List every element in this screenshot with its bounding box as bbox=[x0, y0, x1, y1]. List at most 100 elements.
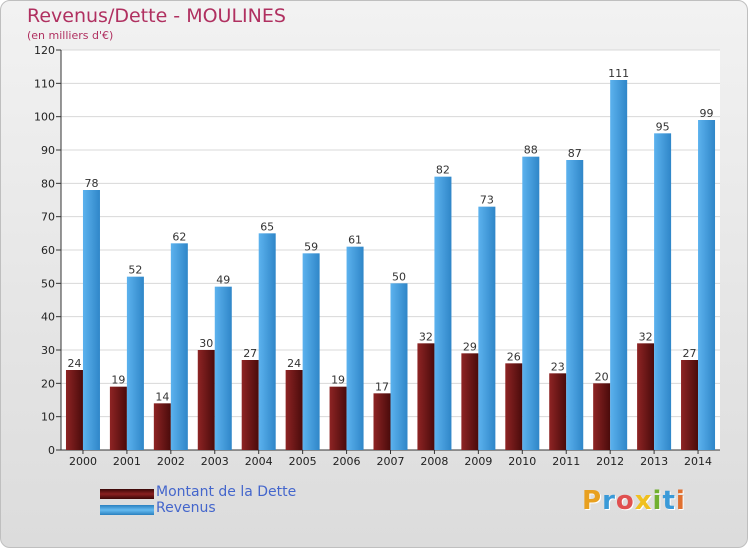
logo-letter: o bbox=[615, 486, 635, 516]
logo-letter: i bbox=[675, 486, 686, 516]
data-label-debt: 26 bbox=[507, 350, 521, 363]
y-tick-label: 60 bbox=[41, 244, 55, 257]
bar-debt bbox=[241, 360, 259, 450]
legend-swatch-revenue bbox=[100, 505, 154, 515]
y-tick-label: 20 bbox=[41, 377, 55, 390]
data-label-revenue: 50 bbox=[392, 270, 406, 283]
bar-revenue bbox=[390, 283, 408, 450]
data-label-revenue: 87 bbox=[568, 147, 582, 160]
bar-debt bbox=[505, 363, 523, 450]
bar-revenue bbox=[258, 233, 276, 450]
y-tick-label: 10 bbox=[41, 411, 55, 424]
y-tick-label: 50 bbox=[41, 277, 55, 290]
data-label-revenue: 88 bbox=[524, 144, 538, 157]
x-tick-label: 2014 bbox=[684, 455, 712, 468]
bar-revenue bbox=[698, 120, 716, 450]
y-tick-label: 90 bbox=[41, 144, 55, 157]
x-tick-label: 2009 bbox=[464, 455, 492, 468]
bar-revenue bbox=[434, 176, 452, 450]
bar-debt bbox=[461, 353, 479, 450]
legend-swatch-debt bbox=[100, 489, 154, 499]
x-tick-label: 2001 bbox=[113, 455, 141, 468]
bar-debt bbox=[109, 386, 127, 450]
legend-label-debt: Montant de la Dette bbox=[156, 484, 297, 500]
data-label-debt: 14 bbox=[155, 390, 169, 403]
x-tick-label: 2002 bbox=[157, 455, 185, 468]
logo-letter: i bbox=[652, 486, 663, 516]
bar-revenue bbox=[170, 243, 188, 450]
data-label-debt: 20 bbox=[595, 370, 609, 383]
bar-debt bbox=[329, 386, 347, 450]
chart-subtitle: (en milliers d'€) bbox=[27, 29, 114, 42]
data-label-revenue: 65 bbox=[260, 220, 274, 233]
y-tick-label: 70 bbox=[41, 211, 55, 224]
data-label-revenue: 82 bbox=[436, 164, 450, 177]
proxiti-logo: Proxiti bbox=[582, 486, 686, 516]
data-label-debt: 27 bbox=[683, 347, 697, 360]
bar-revenue bbox=[126, 276, 144, 450]
data-label-revenue: 99 bbox=[700, 107, 714, 120]
data-label-revenue: 78 bbox=[84, 177, 98, 190]
data-label-revenue: 52 bbox=[128, 264, 142, 277]
chart-title: Revenus/Dette - MOULINES bbox=[27, 5, 286, 27]
data-label-revenue: 111 bbox=[608, 67, 629, 80]
logo-letter: P bbox=[582, 486, 603, 516]
data-label-revenue: 73 bbox=[480, 194, 494, 207]
bar-revenue bbox=[82, 190, 100, 450]
y-tick-label: 0 bbox=[48, 444, 55, 457]
data-label-debt: 32 bbox=[639, 330, 653, 343]
logo-letter: x bbox=[634, 486, 653, 516]
data-label-revenue: 62 bbox=[172, 230, 186, 243]
x-tick-label: 2006 bbox=[333, 455, 361, 468]
y-tick-label: 100 bbox=[34, 111, 55, 124]
y-tick-label: 110 bbox=[34, 77, 55, 90]
x-tick-label: 2007 bbox=[377, 455, 405, 468]
data-label-revenue: 95 bbox=[656, 120, 670, 133]
data-label-revenue: 61 bbox=[348, 234, 362, 247]
bar-revenue bbox=[302, 253, 320, 450]
data-label-debt: 30 bbox=[199, 337, 213, 350]
legend-label-revenue: Revenus bbox=[156, 500, 216, 516]
bar-debt bbox=[637, 343, 655, 450]
data-label-revenue: 49 bbox=[216, 274, 230, 287]
y-tick-label: 80 bbox=[41, 177, 55, 190]
x-tick-label: 2011 bbox=[552, 455, 580, 468]
y-tick-label: 30 bbox=[41, 344, 55, 357]
x-tick-label: 2004 bbox=[245, 455, 273, 468]
x-tick-label: 2013 bbox=[640, 455, 668, 468]
bar-revenue bbox=[566, 160, 584, 450]
bar-debt bbox=[417, 343, 435, 450]
data-label-revenue: 59 bbox=[304, 240, 318, 253]
bar-revenue bbox=[214, 286, 232, 450]
x-tick-label: 2010 bbox=[508, 455, 536, 468]
data-label-debt: 17 bbox=[375, 380, 389, 393]
y-tick-label: 40 bbox=[41, 311, 55, 324]
bar-revenue bbox=[610, 80, 628, 450]
bar-revenue bbox=[346, 246, 364, 450]
data-label-debt: 27 bbox=[243, 347, 257, 360]
data-label-debt: 24 bbox=[67, 357, 81, 370]
bar-revenue bbox=[654, 133, 672, 451]
bar-debt bbox=[153, 403, 171, 450]
bar-debt bbox=[373, 393, 391, 450]
bar-debt bbox=[549, 373, 567, 450]
logo-letter: t bbox=[662, 486, 676, 516]
data-label-debt: 19 bbox=[331, 374, 345, 387]
data-label-debt: 29 bbox=[463, 340, 477, 353]
data-label-debt: 32 bbox=[419, 330, 433, 343]
x-tick-label: 2012 bbox=[596, 455, 624, 468]
bar-debt bbox=[285, 370, 303, 450]
bar-revenue bbox=[478, 206, 496, 450]
x-tick-label: 2003 bbox=[201, 455, 229, 468]
data-label-debt: 24 bbox=[287, 357, 301, 370]
y-tick-label: 120 bbox=[34, 44, 55, 57]
bar-revenue bbox=[522, 156, 540, 450]
bar-debt bbox=[65, 370, 83, 450]
data-label-debt: 23 bbox=[551, 360, 565, 373]
logo-letter: r bbox=[602, 486, 616, 516]
x-tick-label: 2008 bbox=[420, 455, 448, 468]
x-tick-label: 2005 bbox=[289, 455, 317, 468]
x-tick-label: 2000 bbox=[69, 455, 97, 468]
bar-debt bbox=[681, 360, 699, 450]
